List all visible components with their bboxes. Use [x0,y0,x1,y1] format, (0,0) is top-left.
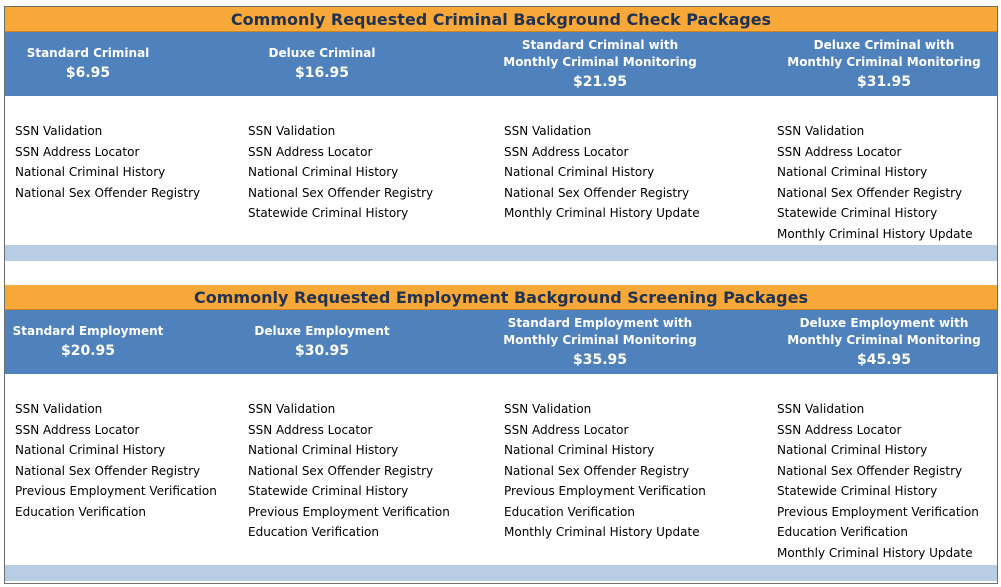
feature-item: SSN Address Locator [248,422,373,437]
feature-item: SSN Address Locator [777,422,902,437]
package-header: Deluxe Criminal with Monthly Criminal Mo… [777,32,991,96]
feature-item: Monthly Criminal History Update [777,226,973,241]
feature-item: National Criminal History [15,165,166,179]
package-price: $45.95 [856,351,912,368]
feature-item: Education Verification [15,504,146,519]
package-name: Deluxe Employment [254,324,390,338]
feature-item: SSN Validation [504,402,592,416]
feature-list: SSN Validation SSN Address Locator Natio… [15,121,200,203]
feature-item: SSN Address Locator [504,422,629,437]
package-header: Standard Employment $20.95 [5,310,171,374]
package-price: $30.95 [294,343,350,359]
package-header: Standard Criminal with Monthly Criminal … [495,32,705,96]
feature-item: SSN Validation [15,124,103,138]
packages-table: Commonly Requested Criminal Background C… [4,6,998,584]
section-divider [5,245,997,261]
feature-item: SSN Validation [777,402,865,416]
package-header-row: Standard Employment $20.95 Deluxe Employ… [5,310,997,374]
package-name: Deluxe Employment with Monthly Criminal … [787,315,981,347]
feature-item: National Sex Offender Registry [248,185,434,200]
feature-item: National Criminal History [248,165,399,179]
feature-item: SSN Address Locator [248,144,373,159]
feature-item: Statewide Criminal History [777,484,938,498]
package-price: $31.95 [856,73,912,90]
feature-item: SSN Address Locator [504,144,629,159]
feature-item: Previous Employment Verification [504,484,706,498]
package-price: $16.95 [294,65,350,81]
feature-item: Monthly Criminal History Update [504,206,700,220]
feature-item: National Criminal History [248,443,399,457]
section-divider [5,565,997,581]
feature-item: National Sex Offender Registry [15,185,201,200]
section-title: Commonly Requested Criminal Background C… [5,7,997,32]
feature-item: SSN Validation [248,124,336,138]
employment-section: Commonly Requested Employment Background… [5,285,997,581]
feature-item: Statewide Criminal History [248,484,409,498]
feature-item: National Criminal History [504,443,655,457]
package-header: Deluxe Employment $30.95 [238,310,406,374]
feature-list: SSN Validation SSN Address Locator Natio… [777,399,979,563]
feature-item: National Criminal History [777,165,928,179]
feature-item: National Sex Offender Registry [504,463,690,478]
feature-item: SSN Address Locator [15,422,140,437]
feature-item: Monthly Criminal History Update [777,545,973,560]
package-price: $21.95 [572,73,628,90]
feature-item: Education Verification [504,504,635,519]
feature-list: SSN Validation SSN Address Locator Natio… [504,399,706,543]
package-name: Deluxe Criminal [268,46,376,60]
feature-item: SSN Validation [15,402,103,416]
package-name: Standard Criminal with Monthly Criminal … [503,37,697,69]
feature-item: Education Verification [777,525,908,539]
package-header: Deluxe Employment with Monthly Criminal … [777,310,991,374]
feature-item: National Sex Offender Registry [777,463,963,478]
feature-item: Previous Employment Verification [248,504,450,519]
package-price: $35.95 [572,351,628,368]
package-price: $6.95 [65,65,111,81]
package-header: Standard Employment with Monthly Crimina… [495,310,705,374]
package-name: Deluxe Criminal with Monthly Criminal Mo… [787,37,981,69]
feature-item: National Criminal History [15,443,166,457]
feature-list: SSN Validation SSN Address Locator Natio… [504,121,700,224]
package-header-row: Standard Criminal $6.95 Deluxe Criminal … [5,32,997,96]
feature-item: SSN Validation [777,124,865,138]
feature-item: SSN Validation [504,124,592,138]
feature-item: Previous Employment Verification [15,484,217,498]
feature-list: SSN Validation SSN Address Locator Natio… [777,121,973,244]
feature-item: National Sex Offender Registry [15,463,201,478]
feature-list: SSN Validation SSN Address Locator Natio… [15,399,217,522]
feature-item: National Sex Offender Registry [504,185,690,200]
feature-item: SSN Address Locator [15,144,140,159]
criminal-section: Commonly Requested Criminal Background C… [5,7,997,261]
feature-item: National Sex Offender Registry [248,463,434,478]
feature-item: SSN Validation [248,402,336,416]
package-header: Standard Criminal $6.95 [5,32,171,96]
package-price: $20.95 [60,343,116,359]
feature-item: Previous Employment Verification [777,504,979,519]
section-title: Commonly Requested Employment Background… [5,285,997,310]
feature-item: Statewide Criminal History [777,206,938,220]
feature-item: Monthly Criminal History Update [504,525,700,539]
package-name: Standard Criminal [26,46,150,60]
package-name: Standard Employment with Monthly Crimina… [503,315,697,347]
package-header: Deluxe Criminal $16.95 [238,32,406,96]
feature-item: National Criminal History [504,165,655,179]
feature-item: National Criminal History [777,443,928,457]
feature-item: Education Verification [248,525,379,539]
package-name: Standard Employment [12,324,164,338]
feature-item: SSN Address Locator [777,144,902,159]
feature-item: National Sex Offender Registry [777,185,963,200]
feature-item: Statewide Criminal History [248,206,409,220]
feature-list: SSN Validation SSN Address Locator Natio… [248,121,433,224]
feature-list: SSN Validation SSN Address Locator Natio… [248,399,450,543]
